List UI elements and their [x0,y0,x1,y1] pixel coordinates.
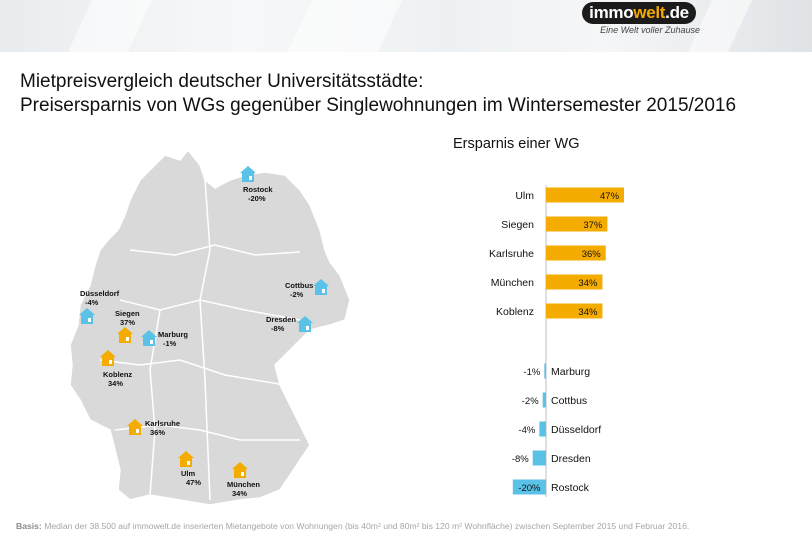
value-label: -4% [518,425,535,436]
house-icon [178,451,194,467]
map-city-name: Marburg [158,330,188,339]
page-title: Mietpreisvergleich deutscher Universität… [20,70,736,118]
city-markers: Rostock-20% Cottbus-2% Düsseldorf-4% Siegen… [79,166,329,498]
chart-title: Ersparnis einer WG [453,136,580,152]
house-icon [240,166,256,182]
house-icon [141,330,157,346]
map-city-name: Koblenz [103,370,132,379]
value-label: 37% [583,220,603,231]
title-line-2: Preisersparnis von WGs gegenüber Singlew… [20,95,737,116]
category-label: Koblenz [496,306,534,318]
bar-cottbus [542,392,546,408]
header-banner: immowelt.de Eine Welt voller Zuhause [0,0,812,52]
house-icon [79,308,95,324]
bar-rostock [512,479,546,495]
value-label: -20% [518,483,541,494]
house-icon [232,462,248,478]
map-city-name: Rostock [243,185,273,194]
bar-dresden [532,450,546,466]
map-city-name: Siegen [115,309,140,318]
value-label: -2% [522,396,539,407]
value-label: -1% [523,367,540,378]
map-city-value: -8% [271,324,285,333]
value-label: 34% [578,307,598,318]
category-label: Dresden [551,453,591,465]
map-city-value: -2% [290,290,304,299]
map-city-value: -1% [163,339,177,348]
category-label: Düsseldorf [551,424,601,436]
map-city-name: München [227,480,260,489]
value-label: 36% [582,249,602,260]
state-border-line [99,179,301,501]
house-icon [297,316,313,332]
value-label: 47% [600,191,620,202]
map-city-value: 47% [186,478,201,487]
category-label: Siegen [501,219,534,231]
category-label: Rostock [551,482,590,494]
map-city-name: Dresden [266,315,296,324]
immowelt-logo[interactable]: immowelt.de [582,2,696,24]
category-label: München [491,277,534,289]
map-city-value: -20% [248,194,266,203]
bar-karlsruhe [546,245,606,261]
map-city-value: 34% [232,489,247,498]
map-city-value: -4% [85,298,99,307]
logo-tagline: Eine Welt voller Zuhause [600,25,700,35]
map-city-name: Karlsruhe [145,419,180,428]
map-city-name: Cottbus [285,281,313,290]
category-label: Cottbus [551,395,587,407]
map-city-value: 37% [120,318,135,327]
bar-koblenz [546,303,603,319]
house-icon [127,419,143,435]
footer-note: Basis: Median der 38.500 auf immowelt.de… [16,521,690,531]
map-city-value: 36% [150,428,165,437]
map-city-name: Düsseldorf [80,289,120,298]
map-city-name: Ulm [181,469,196,478]
house-icon [100,350,116,366]
title-line-1: Mietpreisvergleich deutscher Universität… [20,71,424,92]
value-label: 34% [578,278,598,289]
bar-düsseldorf [539,421,546,437]
bar-ulm [546,187,625,203]
map-city-value: 34% [108,379,123,388]
bar-münchen [546,274,603,290]
category-label: Marburg [551,366,590,378]
house-icon [117,327,133,343]
bar-siegen [546,216,608,232]
bar-marburg [544,363,546,379]
value-label: -8% [512,454,529,465]
house-icon [313,279,329,295]
category-label: Ulm [515,190,534,202]
chart-bars: Ulm 47% Siegen 37% Karlsruhe 36% München 34% Kob… [489,187,625,495]
category-label: Karlsruhe [489,248,534,260]
